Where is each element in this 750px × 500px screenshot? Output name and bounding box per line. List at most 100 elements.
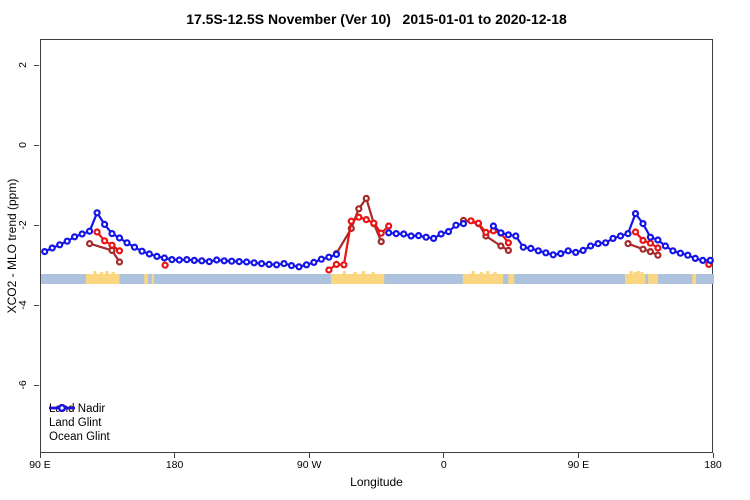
- x-tick-label: 90 E: [567, 459, 590, 471]
- map-strip-land-bump: [640, 272, 644, 274]
- series-ocean-glint-point: [145, 250, 154, 258]
- series-land-glint-point: [108, 241, 116, 249]
- series-ocean-glint-point: [437, 230, 445, 238]
- series-land-glint-point: [646, 239, 655, 247]
- series-ocean-glint-point: [459, 220, 468, 228]
- series-land-nadir-point: [115, 258, 124, 266]
- series-land-glint-line: [634, 230, 660, 250]
- series-land-glint-point: [654, 244, 662, 252]
- series-ocean-glint-point: [519, 243, 527, 251]
- series-ocean-glint-point: [250, 259, 258, 267]
- y-tick-mark: [34, 224, 39, 226]
- series-ocean-glint-point: [123, 239, 131, 247]
- map-strip-land-bump: [629, 271, 633, 274]
- series-ocean-glint-point: [190, 256, 198, 264]
- series-ocean-glint-point: [639, 220, 647, 228]
- series-land-nadir-point: [504, 246, 512, 254]
- series-ocean-glint-point: [198, 257, 206, 265]
- series-ocean-glint-point: [228, 257, 236, 265]
- series-ocean-glint-point: [534, 247, 542, 255]
- map-strip-land-patch: [648, 274, 658, 284]
- x-tick-label: 180: [704, 459, 722, 471]
- y-tick-label: -6: [17, 380, 29, 390]
- x-axis-label: Longitude: [350, 475, 403, 489]
- map-strip-land-bump: [371, 272, 375, 274]
- y-axis-label: XCO2 - MLO trend (ppm): [5, 178, 19, 314]
- series-land-nadir-point: [377, 238, 385, 246]
- series-land-glint-point: [100, 237, 109, 245]
- series-ocean-glint-point: [41, 248, 49, 256]
- series-land-nadir-point: [654, 251, 662, 259]
- map-strip-land-bump: [105, 271, 109, 274]
- series-ocean-glint-point: [504, 231, 512, 239]
- series-land-glint-point: [474, 219, 482, 227]
- series-land-glint-point: [482, 228, 490, 236]
- map-strip-land-bump: [99, 272, 104, 274]
- series-land-glint-point: [385, 222, 393, 230]
- series-ocean-glint-point: [415, 232, 423, 240]
- series-land-glint: [93, 213, 713, 274]
- series-ocean-glint-point: [243, 258, 251, 266]
- map-strip-land-bump: [479, 272, 483, 274]
- plot-area: Land Nadir Land Glint Ocean Glint: [40, 39, 714, 453]
- series-land-nadir-point: [85, 240, 94, 248]
- series-land-glint-point: [362, 216, 370, 224]
- series-ocean-glint-point: [138, 247, 146, 255]
- series-ocean-glint-point: [100, 220, 109, 228]
- series-ocean-glint-point: [586, 242, 595, 250]
- legend-swatch-icon: [49, 404, 75, 412]
- series-ocean-glint-point: [85, 227, 94, 235]
- series-ocean-glint-point: [70, 233, 79, 241]
- series-land-nadir-point: [624, 240, 632, 248]
- x-tick-label: 180: [165, 459, 184, 471]
- series-ocean-glint-point: [400, 230, 408, 238]
- map-strip-land-bump: [486, 271, 490, 274]
- series-ocean-glint-point: [280, 260, 288, 268]
- map-strip-land-patch: [508, 274, 515, 284]
- y-tick-label: 0: [17, 142, 29, 148]
- series-land-glint-point: [370, 219, 378, 227]
- series-ocean-glint-point: [235, 258, 243, 266]
- map-strip-land-patch: [144, 274, 148, 284]
- series-ocean-glint-point: [631, 210, 640, 218]
- series-ocean-glint-point: [422, 233, 430, 241]
- series-ocean-glint-point: [295, 263, 303, 271]
- map-strip-land-patch: [692, 274, 697, 284]
- series-ocean-glint-point: [332, 250, 340, 258]
- map-strip-land-patch: [331, 274, 385, 284]
- series-ocean-glint-point: [654, 236, 662, 244]
- series-ocean-glint-point: [392, 230, 400, 238]
- series-ocean-glint-point: [564, 247, 572, 255]
- series-land-glint-line: [95, 230, 121, 252]
- legend-item-ocean-glint: Ocean Glint: [49, 404, 110, 444]
- map-strip-land-bump: [493, 272, 497, 274]
- map-strip-land-bump: [353, 272, 357, 274]
- series-ocean-glint-point: [549, 251, 557, 259]
- series-land-nadir-point: [639, 245, 647, 253]
- x-tick-label: 0: [440, 459, 447, 471]
- series-ocean-glint-point: [430, 234, 438, 242]
- series-ocean-glint-point: [160, 254, 169, 262]
- series-ocean-glint-point: [310, 258, 318, 266]
- series-ocean-glint-point: [115, 234, 124, 242]
- series-land-glint-point: [325, 266, 333, 274]
- map-strip-land-patch: [625, 274, 646, 284]
- map-strip-land-bump: [93, 271, 97, 274]
- series-ocean-glint-point: [153, 252, 161, 260]
- series-ocean-glint-point: [624, 230, 632, 238]
- series-ocean-glint-point: [130, 243, 139, 251]
- legend-item-land-glint: Land Glint: [49, 404, 110, 430]
- series-ocean-glint: [41, 209, 714, 271]
- x-tick-label: 90 W: [296, 459, 322, 471]
- series-ocean-glint-line: [43, 211, 338, 268]
- map-strip-land-bump: [111, 272, 115, 274]
- series-land-nadir-point: [355, 205, 363, 213]
- series-ocean-glint-point: [497, 229, 505, 237]
- series-land-nadir-line: [626, 242, 660, 257]
- series-ocean-glint-point: [63, 237, 71, 245]
- series-ocean-glint-point: [542, 249, 550, 257]
- series-ocean-glint-point: [661, 242, 670, 250]
- series-ocean-glint-point: [265, 260, 273, 268]
- series-land-glint-point: [639, 236, 647, 244]
- series-ocean-glint-point: [512, 232, 520, 240]
